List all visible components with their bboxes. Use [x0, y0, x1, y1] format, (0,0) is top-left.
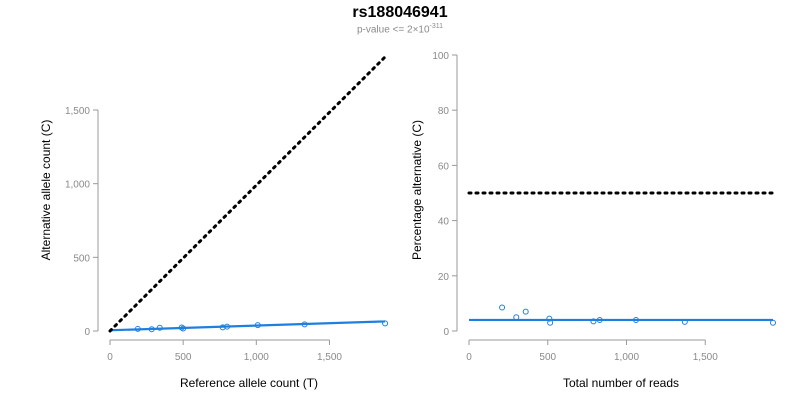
x-tick-label: 500: [539, 352, 556, 363]
y-tick-label: 60: [438, 161, 450, 172]
p-value-text: p-value <= 2×10: [356, 24, 430, 36]
x-tick-label: 1,500: [693, 352, 718, 363]
data-point: [382, 320, 389, 327]
x-tick-label: 0: [466, 352, 472, 363]
x-tick-label: 1,000: [244, 352, 269, 363]
p-value-exponent: -311: [429, 23, 444, 30]
y-tick-label: 0: [84, 327, 90, 338]
y-tick-label: 20: [438, 272, 450, 283]
y-axis-title: Percentage alternative (C): [410, 120, 424, 260]
y-axis-title: Alternative allele count (C): [39, 120, 53, 261]
chart-panel-1: 0 500 1,000 1,500 0 500 1,000 1,500 Reference al…: [39, 55, 389, 390]
y-tick-label: 1,000: [65, 180, 90, 191]
expected-ratio-dotted-line: [108, 55, 387, 333]
x-axis-title: Total number of reads: [563, 376, 679, 390]
p-value-subtitle: p-value <= 2×10-311: [0, 23, 800, 35]
x-tick-label: 0: [107, 352, 113, 363]
x-tick-label: 1,500: [317, 352, 342, 363]
y-tick-label: 500: [73, 253, 90, 264]
x-tick-label: 1,000: [614, 352, 639, 363]
y-tick-label: 100: [432, 51, 449, 62]
data-point: [499, 304, 506, 311]
data-point: [590, 318, 597, 325]
fit-line: [109, 320, 386, 332]
data-point: [546, 315, 553, 322]
y-tick-label: 40: [438, 217, 450, 228]
y-tick-label: 80: [438, 106, 450, 117]
data-point: [522, 308, 529, 315]
x-tick-label: 500: [175, 352, 192, 363]
y-tick-label: 1,500: [65, 106, 90, 117]
x-axis-title: Reference allele count (T): [180, 376, 318, 390]
y-tick-label: 0: [443, 327, 449, 338]
chart-panel-2: 0 500 1,000 1,500 0 20 40 60 80 100 Total number o…: [410, 51, 776, 390]
chart-title: rs188046941: [352, 4, 448, 21]
